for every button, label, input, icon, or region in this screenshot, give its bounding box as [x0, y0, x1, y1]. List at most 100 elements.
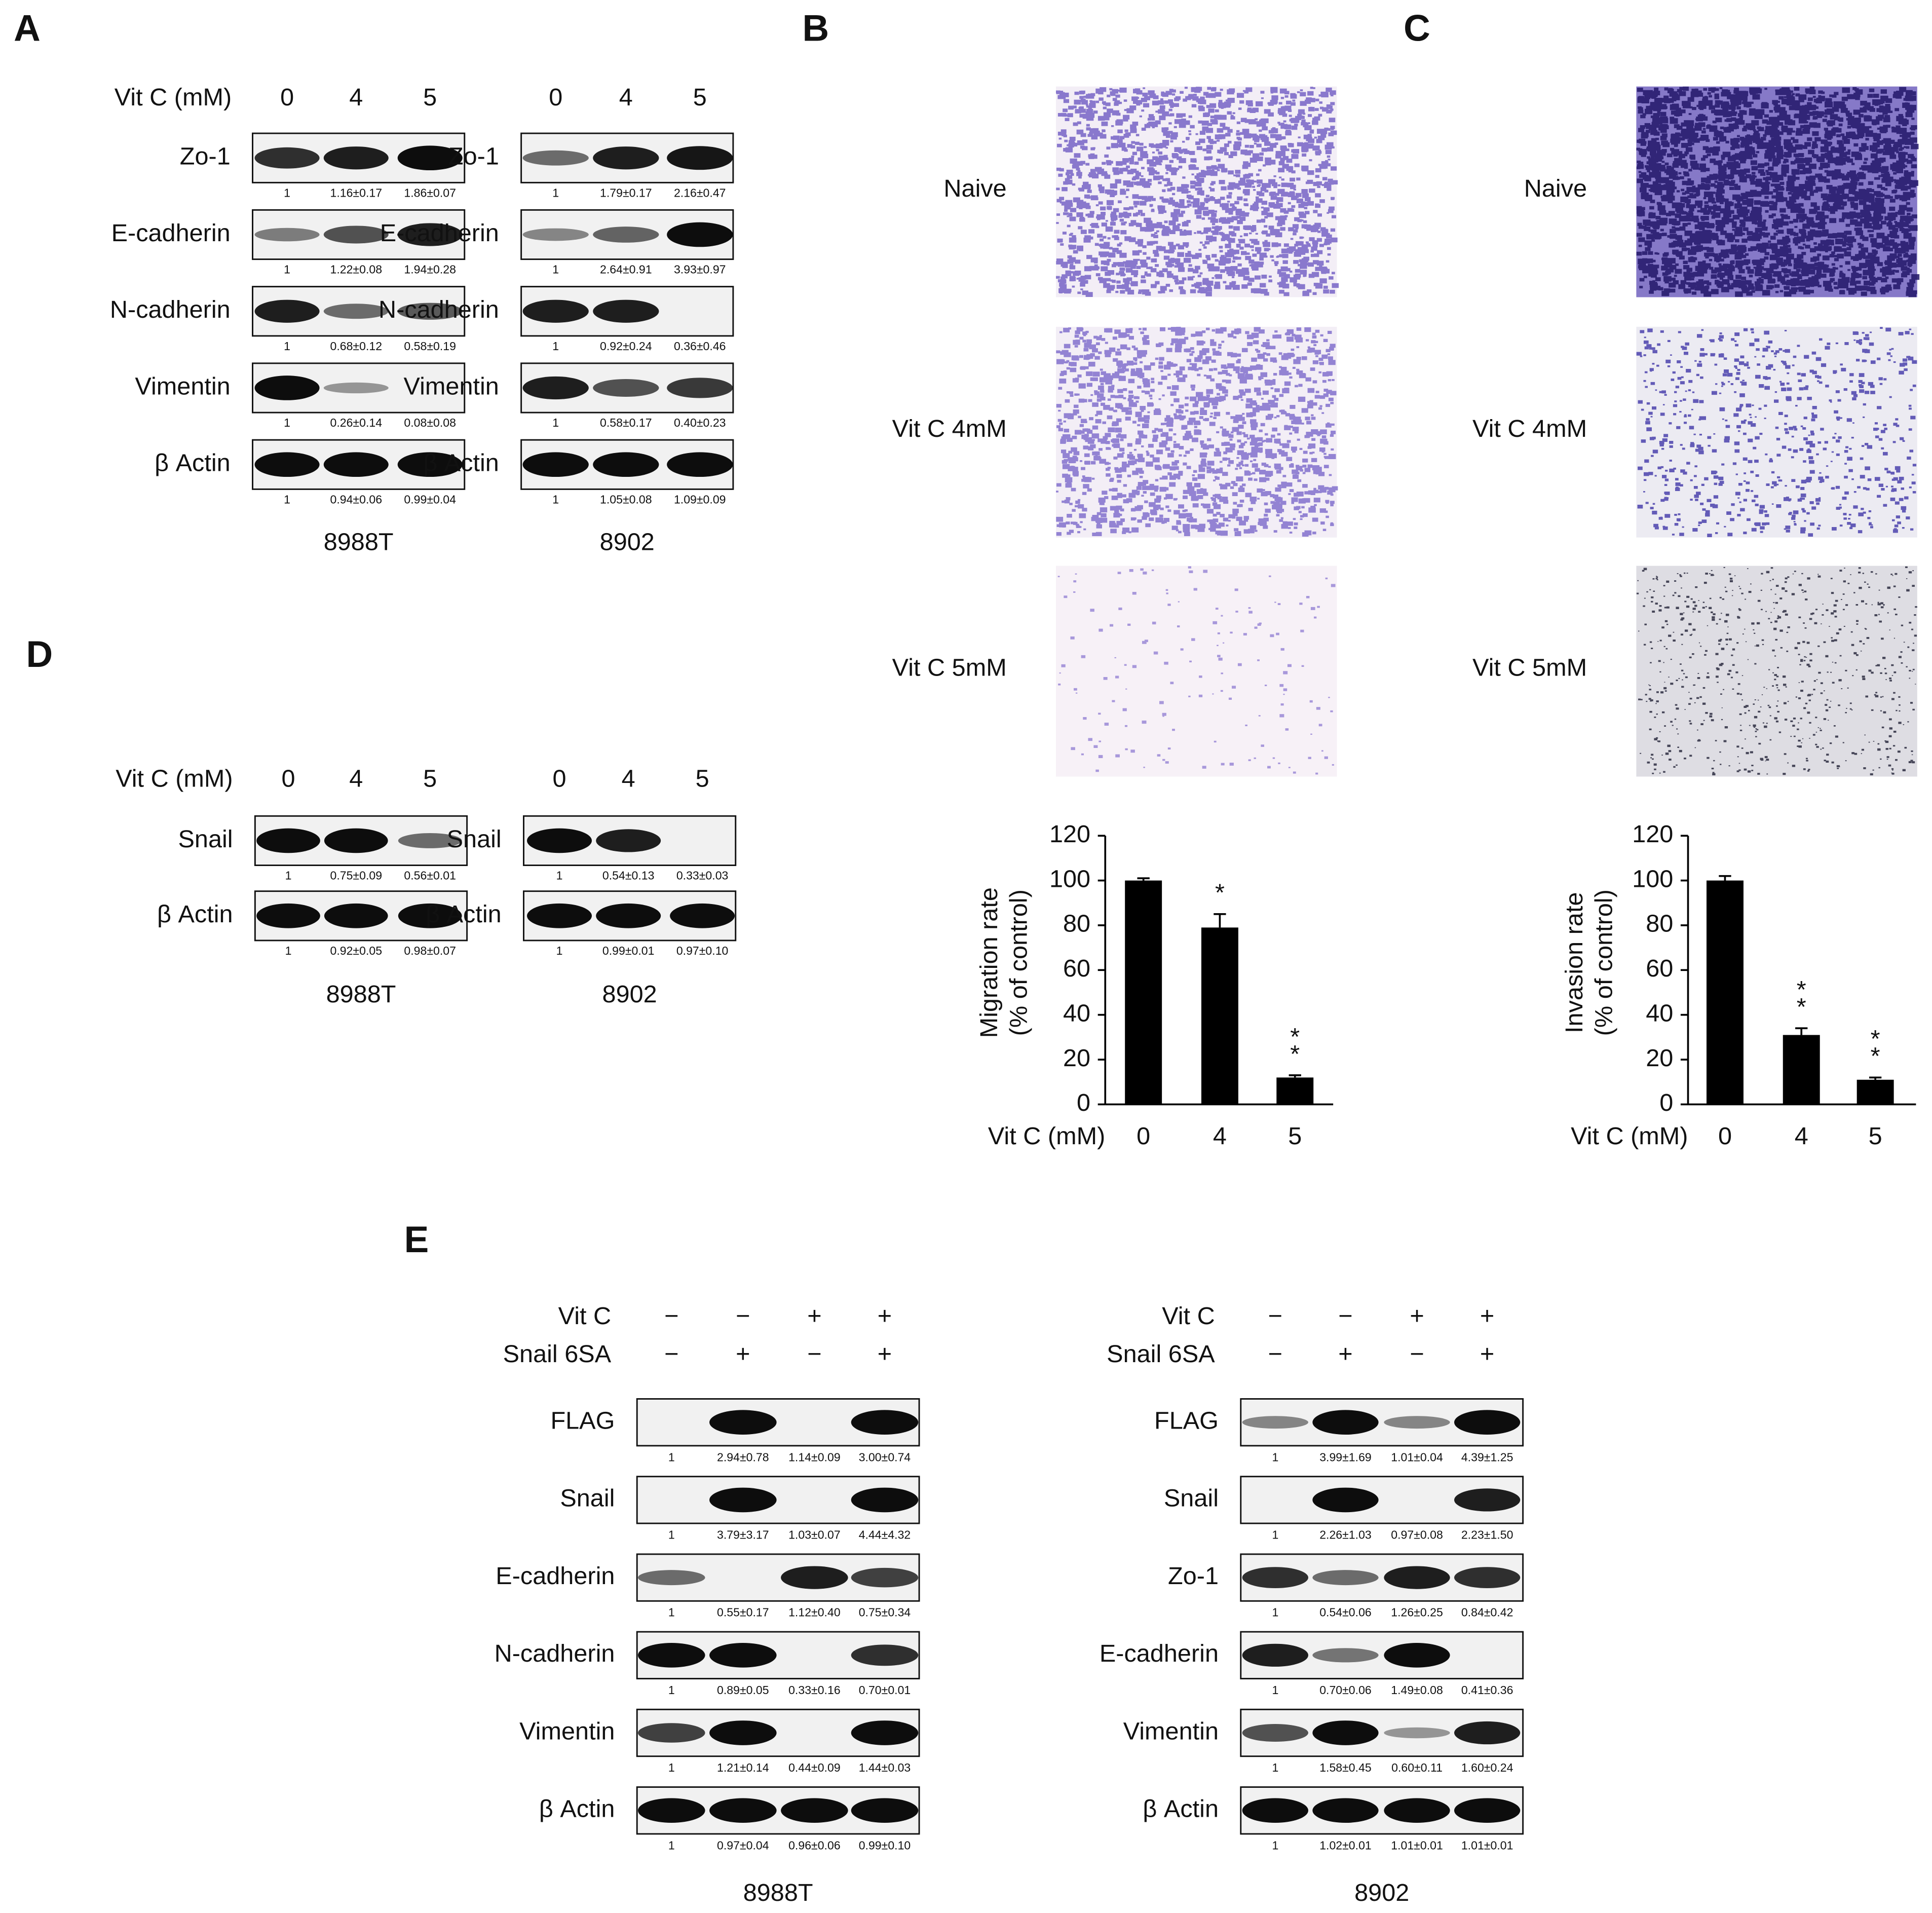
quantification: 1: [552, 186, 559, 199]
micrograph: [1636, 326, 1917, 538]
error-bar: [1137, 877, 1150, 881]
dose-label: 0: [282, 765, 295, 793]
protein-label: Zo-1: [1168, 1562, 1219, 1590]
quantification: 1: [556, 869, 563, 882]
cell-line-label: 8902: [602, 981, 657, 1008]
blot-band: [638, 1723, 705, 1743]
bar: [1125, 880, 1162, 1105]
significance-mark: *: [1290, 1040, 1300, 1068]
protein-label: Vimentin: [135, 372, 230, 400]
x-tick-label: 5: [1869, 1122, 1882, 1150]
y-tick-label: 20: [1646, 1044, 1673, 1072]
blot-band: [323, 226, 389, 244]
quantification: 0.33±0.16: [788, 1683, 841, 1697]
blot-band: [1312, 1720, 1379, 1745]
blot-band: [527, 903, 592, 928]
dose-label: 4: [349, 765, 363, 793]
quantification: 1.05±0.08: [600, 493, 652, 506]
blot-band: [851, 1567, 919, 1588]
protein-label: FLAG: [1154, 1407, 1219, 1435]
bar: [1857, 1079, 1894, 1105]
blot-band: [1454, 1721, 1521, 1745]
treatment-sign: −: [1410, 1340, 1424, 1368]
quantification: 2.94±0.78: [717, 1450, 769, 1464]
quantification: 1.02±0.01: [1319, 1839, 1372, 1852]
blot-band: [254, 376, 320, 400]
quantification: 0.92±0.24: [600, 340, 652, 353]
bar: [1201, 927, 1238, 1105]
y-axis-label: Invasion rate: [1561, 892, 1588, 1033]
blot-band: [323, 382, 389, 394]
quantification: 0.54±0.06: [1319, 1606, 1372, 1619]
error-bar: [1719, 875, 1731, 881]
quantification: 1: [1272, 1683, 1278, 1697]
stained-cells: [1636, 86, 1920, 297]
quantification: 1.26±0.25: [1391, 1606, 1443, 1619]
blot-band: [781, 1566, 848, 1589]
blot-band: [593, 146, 659, 170]
protein-label: β Actin: [426, 901, 502, 928]
blot-band: [667, 222, 733, 247]
blot-band: [667, 378, 733, 398]
blot-band: [670, 903, 735, 928]
blot-band: [593, 452, 659, 477]
treatment-sign: +: [878, 1302, 892, 1330]
blot-band: [638, 1798, 705, 1823]
quantification: 1: [1272, 1761, 1278, 1774]
quantification: 1: [552, 263, 559, 276]
blot-band: [1312, 1570, 1379, 1586]
blot-band: [256, 828, 320, 853]
treatment-sign: −: [736, 1302, 750, 1330]
y-tick-label: 100: [1632, 865, 1673, 892]
quantification: 0.75±0.34: [859, 1606, 911, 1619]
protein-label: N-cadherin: [378, 296, 499, 323]
quantification: 1.16±0.17: [330, 186, 382, 199]
quantification: 3.79±3.17: [717, 1528, 769, 1542]
x-tick-label: 4: [1795, 1122, 1808, 1150]
dose-label: 0: [280, 84, 294, 111]
quantification: 1.94±0.28: [404, 263, 456, 276]
quantification: 0.41±0.36: [1461, 1683, 1513, 1697]
quantification: 1: [285, 869, 292, 882]
y-tick-label: 100: [1049, 865, 1090, 892]
quantification: 0.68±0.12: [330, 340, 382, 353]
blot-band: [397, 145, 463, 171]
cell-line-label: 8902: [1354, 1879, 1409, 1906]
quantification: 0.94±0.06: [330, 493, 382, 506]
quantification: 1.44±0.03: [859, 1761, 911, 1774]
quantification: 3.93±0.97: [674, 263, 726, 276]
blot-band: [398, 903, 462, 928]
cell-line-label: 8988T: [743, 1879, 813, 1906]
blot-band: [593, 227, 659, 243]
quantification: 0.33±0.03: [676, 869, 729, 882]
quantification: 1: [1272, 1839, 1278, 1852]
protein-label: N-cadherin: [110, 296, 231, 323]
blot-band: [1242, 1724, 1309, 1742]
quantification: 1.01±0.04: [1391, 1450, 1443, 1464]
blot-band: [851, 1644, 919, 1666]
x-tick-label: 5: [1288, 1122, 1302, 1150]
blot-band: [1454, 1410, 1521, 1435]
error-bar: [1869, 1076, 1882, 1080]
blot-band: [638, 1570, 705, 1586]
dose-label: 4: [619, 84, 633, 111]
quantification: 1.12±0.40: [788, 1606, 841, 1619]
quantification: 1: [552, 416, 559, 429]
blot-band: [709, 1410, 777, 1435]
quantification: 1: [552, 493, 559, 506]
blot-band: [522, 299, 589, 323]
protein-label: Snail: [178, 826, 233, 853]
cell-line-label: 8988T: [324, 529, 394, 556]
blot-band: [397, 223, 463, 246]
quantification: 1.09±0.09: [674, 493, 726, 506]
blot-band: [851, 1410, 919, 1435]
blot-band: [522, 150, 589, 166]
y-tick-label: 20: [1063, 1044, 1090, 1072]
blot-band: [1384, 1798, 1450, 1823]
treatment-sign: −: [807, 1340, 821, 1368]
significance-mark: *: [1871, 1042, 1880, 1070]
micrograph: [1636, 566, 1917, 777]
y-tick-label: 60: [1063, 955, 1090, 982]
stained-cells: [1056, 326, 1338, 537]
